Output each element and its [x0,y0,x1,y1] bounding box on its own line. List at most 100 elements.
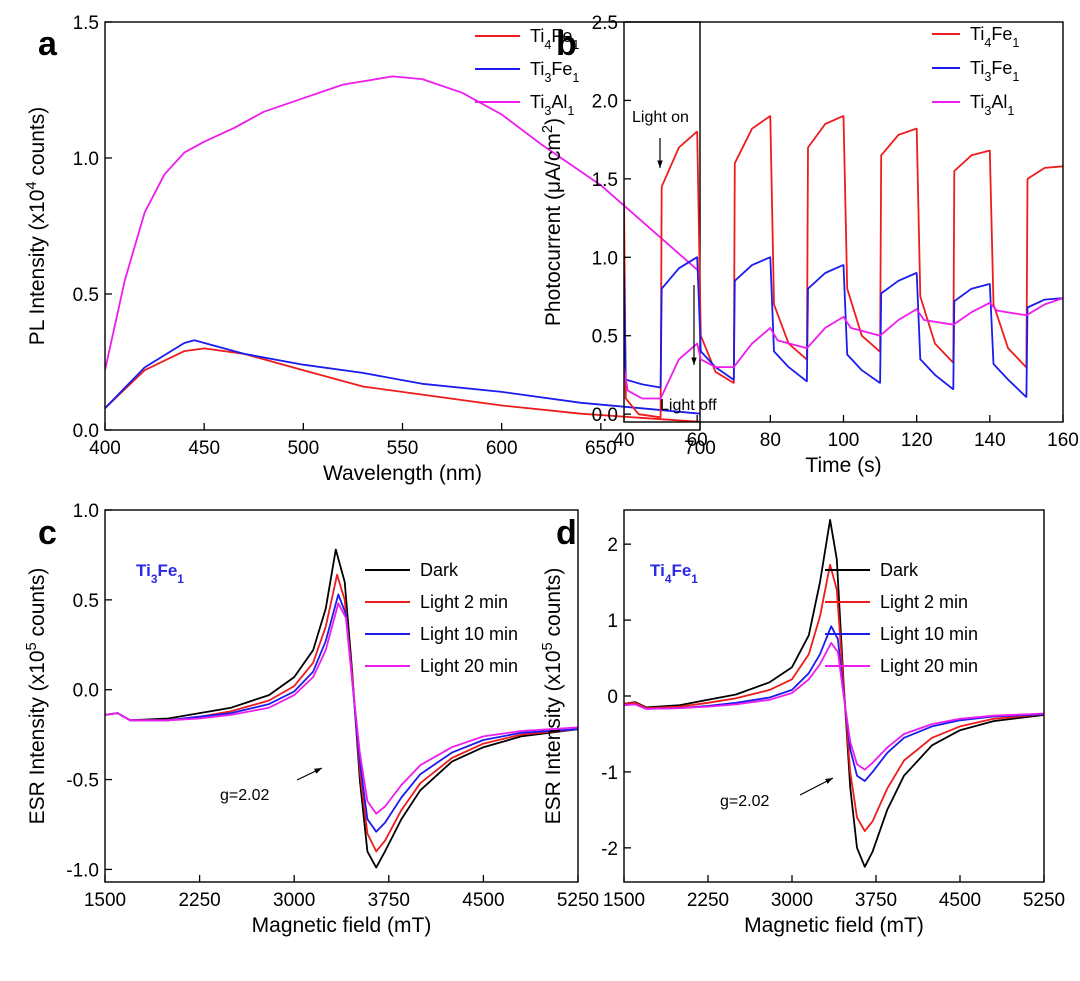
x-tick-label: 500 [287,438,319,459]
series-line-d-3 [624,642,1044,771]
x-tick-label: 100 [828,430,860,451]
x-tick-label: 2250 [178,890,220,911]
panel-label: b [556,25,577,63]
annotation-label: Light on [632,109,689,126]
x-axis-label: Magnetic field (mT) [744,914,924,937]
legend-entry: Dark [880,560,919,580]
panel-a: 400 450 500 550 600 650 700 0.0 0.5 1.0 1.5 Wavelen… [24,13,716,485]
panel-d: 1500 2250 3000 3750 4500 5250 -2 -1 0 1 2 Magnetic … [540,509,1065,937]
plot-frame [623,21,1064,423]
legend-entry: Dark [420,560,459,580]
x-tick-label: 160 [1047,430,1079,451]
y-axis-label: ESR Intensity (x105 counts) [540,568,565,825]
x-tick-label: 3750 [855,890,897,911]
series-line-b-0 [624,115,1063,419]
x-tick-label: 80 [760,430,781,451]
x-tick-label: 60 [687,430,708,451]
legend-entry: Light 20 min [420,656,518,676]
y-tick-label: 0.5 [73,591,99,612]
annotation-label: g=2.02 [720,793,769,810]
x-tick-label: 2250 [687,890,729,911]
x-tick-label: 600 [486,438,518,459]
series-line-c-3 [105,602,578,815]
legend-entry: Light 10 min [880,624,978,644]
arrow-head [691,357,697,365]
y-tick-label: 0 [607,687,618,708]
series-line-b-1 [624,256,1063,398]
y-axis-label: ESR Intensity (x105 counts) [24,568,49,825]
x-tick-label: 3000 [273,890,315,911]
legend-entry: Ti3Fe1 [530,59,579,85]
x-tick-label: 550 [387,438,419,459]
legend-entry: Light 10 min [420,624,518,644]
x-tick-label: 650 [585,438,617,459]
x-axis-label: Time (s) [805,454,881,477]
y-tick-label: -0.5 [66,771,99,792]
annotation-label: Light off [660,397,717,414]
legend-entry: Light 2 min [420,592,508,612]
series-line-a-2 [105,75,700,371]
x-tick-label: 3750 [368,890,410,911]
y-tick-label: 1.0 [73,501,99,522]
series-line-a-1 [105,339,700,415]
panel-label: d [556,514,577,552]
legend: Dark Light 2 min Light 10 min Light 20 min [365,560,518,676]
x-tick-label: 450 [188,438,220,459]
y-axis-label: PL Intensity (x104 counts) [24,107,49,346]
x-tick-label: 1500 [84,890,126,911]
series-line-b-2 [624,297,1063,400]
y-tick-label: 0.0 [73,421,99,442]
x-tick-label: 5250 [557,890,599,911]
x-tick-label: 4500 [462,890,504,911]
legend: Ti4Fe1 Ti3Fe1 Ti3Al1 [932,24,1019,118]
plot-frame [104,21,701,431]
x-tick-label: 1500 [603,890,645,911]
plot-frame [104,509,579,883]
y-tick-label: 2.0 [592,91,618,112]
panel-label: c [38,514,57,552]
series-line-d-0 [624,519,1044,868]
x-tick-label: 700 [684,438,716,459]
legend-entry: Light 2 min [880,592,968,612]
x-axis-label: Magnetic field (mT) [252,914,432,937]
x-tick-label: 5250 [1023,890,1065,911]
y-tick-label: -1 [601,763,618,784]
legend-entry: Ti3Al1 [970,92,1014,118]
x-tick-label: 3000 [771,890,813,911]
y-tick-label: -2 [601,839,618,860]
legend-entry: Ti3Fe1 [970,58,1019,84]
y-tick-label: 1.5 [592,170,618,191]
y-tick-label: 0.0 [73,681,99,702]
legend: Dark Light 2 min Light 10 min Light 20 min [825,560,978,676]
series-line-a-0 [105,347,700,423]
arrow-head [657,160,663,168]
sample-label: Ti4Fe1 [650,561,698,586]
x-tick-label: 400 [89,438,121,459]
arrow-head [314,768,322,774]
x-tick-label: 140 [974,430,1006,451]
x-tick-label: 40 [613,430,634,451]
x-axis-label: Wavelength (nm) [323,462,482,485]
legend-entry: Light 20 min [880,656,978,676]
y-axis-label: Photocurrent (μA/cm2) [540,118,565,326]
y-tick-label: -1.0 [66,860,99,881]
y-tick-label: 1.5 [73,13,99,34]
legend-entry: Ti4Fe1 [530,26,579,52]
sample-label: Ti3Fe1 [136,561,184,586]
y-tick-label: 1.0 [73,149,99,170]
series-line-c-1 [105,573,578,853]
panel-b: 40 60 80 100 120 140 160 0.0 0.5 1.0 1.5 2.0 2.5 Time… [540,13,1079,477]
y-tick-label: 1.0 [592,248,618,269]
annotation-label: g=2.02 [220,787,269,804]
series-line-d-1 [624,563,1044,832]
y-tick-label: 0.5 [592,327,618,348]
y-tick-label: 0.5 [73,285,99,306]
legend-entry: Ti4Fe1 [970,24,1019,50]
x-tick-label: 120 [901,430,933,451]
series-line-c-2 [105,593,578,833]
series-line-c-0 [105,548,578,869]
y-tick-label: 2 [607,535,618,556]
legend: Ti4Fe1 Ti3Fe1 Ti3Al1 [475,26,579,118]
y-tick-label: 0.0 [592,405,618,426]
